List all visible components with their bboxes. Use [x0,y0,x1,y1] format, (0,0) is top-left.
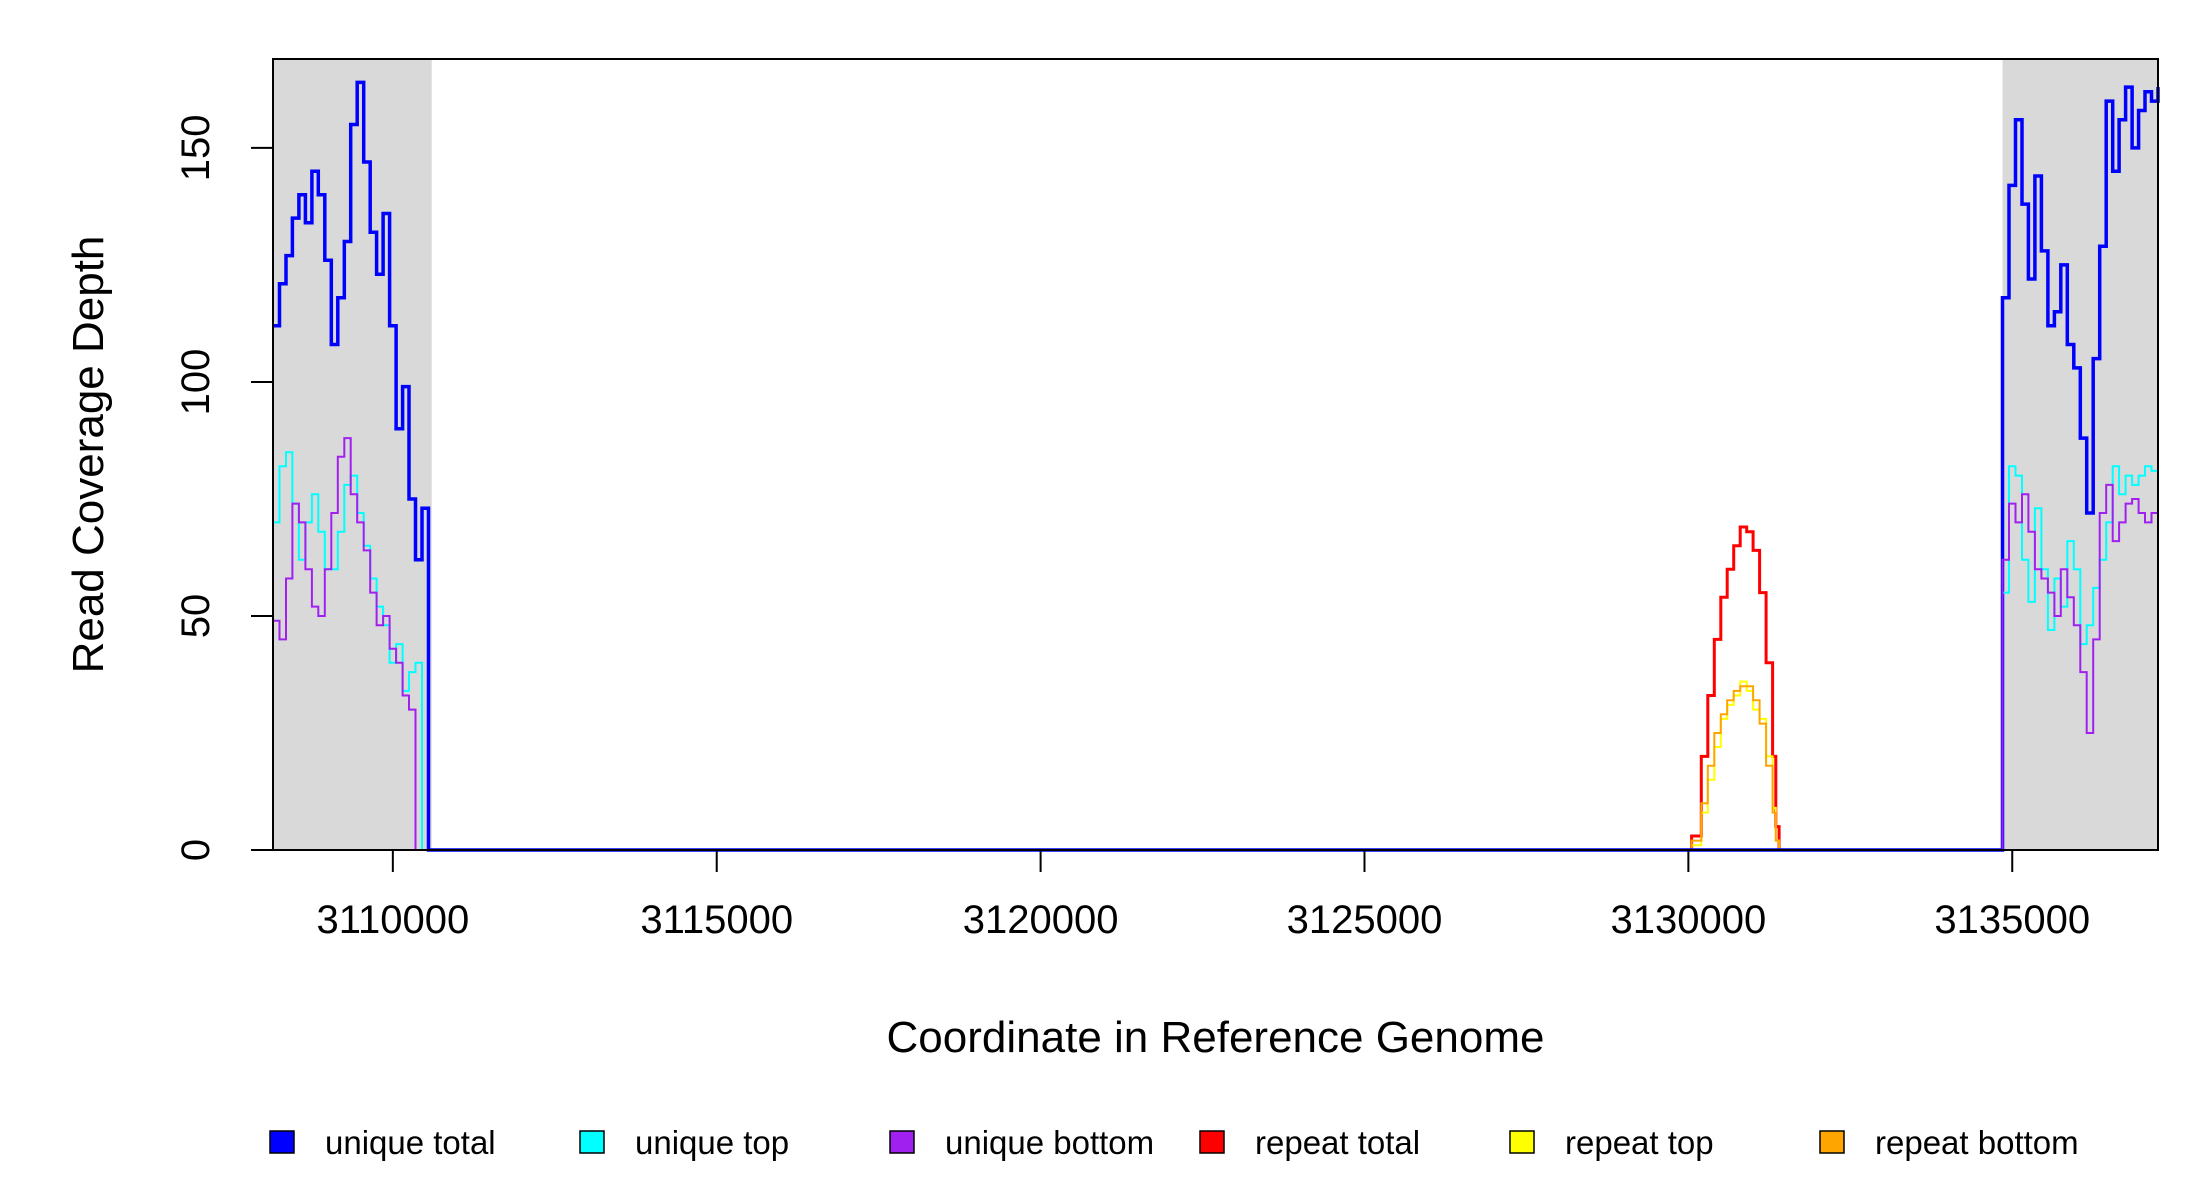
y-axis: 0 50 100 150 [174,115,274,861]
x-axis-title: Coordinate in Reference Genome [887,1013,1545,1062]
legend-label-unique-total: unique total [325,1124,496,1161]
x-tick-label: 3120000 [963,898,1119,942]
x-tick-label: 3110000 [316,898,469,942]
x-tick-label: 3115000 [640,898,793,942]
x-tick-label: 3135000 [1934,898,2090,942]
legend-swatch-unique-bottom [889,1130,915,1154]
legend: unique total unique top unique bottom repea… [269,1124,2079,1161]
y-tick-label: 0 [174,839,218,861]
legend-label-repeat-top: repeat top [1565,1124,1714,1161]
legend-swatch-unique-total [269,1130,295,1154]
y-axis-title: Read Coverage Depth [64,236,113,674]
y-tick-label: 150 [174,115,218,182]
legend-label-unique-top: unique top [635,1124,789,1161]
shaded-region-2 [2002,59,2158,850]
x-axis: 3110000 3115000 3120000 3125000 3130000 31350… [316,849,2090,942]
legend-swatch-repeat-total [1199,1130,1225,1154]
legend-swatch-repeat-top [1509,1130,1535,1154]
legend-swatch-repeat-bottom [1819,1130,1845,1154]
legend-label-unique-bottom: unique bottom [945,1124,1154,1161]
legend-swatch-unique-top [579,1130,605,1154]
x-tick-label: 3125000 [1287,898,1443,942]
x-tick-label: 3130000 [1611,898,1767,942]
legend-label-repeat-bottom: repeat bottom [1875,1124,2079,1161]
series-line-repeat-total [1681,525,1783,852]
y-tick-label: 100 [174,349,218,416]
series-line-repeat-bottom [1681,685,1783,851]
legend-label-repeat-total: repeat total [1255,1124,1420,1161]
y-tick-label: 50 [174,594,218,639]
